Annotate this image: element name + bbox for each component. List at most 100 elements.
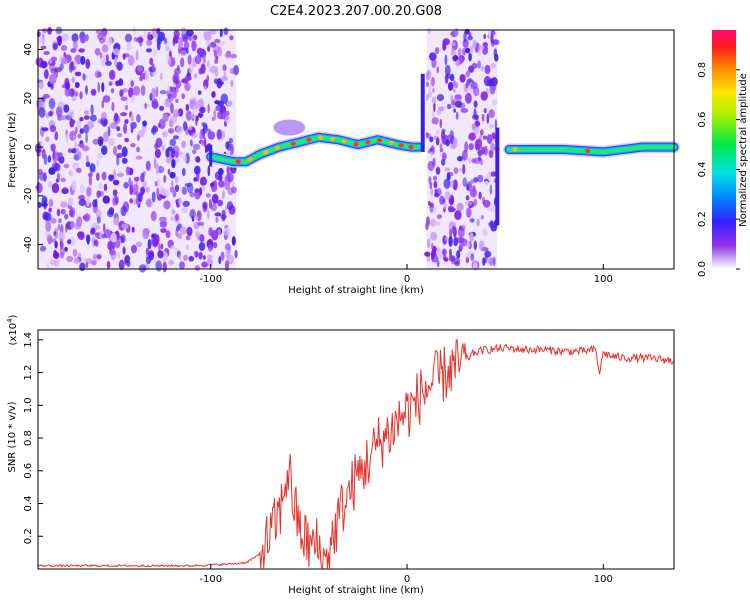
noise-blob [112,195,119,206]
snr-plot: -100 0 100 0.2 0.4 0.6 0.8 1.0 1.2 1.4 Height of … [6,314,675,596]
noise-blob [220,76,228,81]
noise-blob [110,122,118,130]
noise-blob [121,157,128,164]
noise-blob [48,167,56,175]
noise-blob [444,237,449,242]
noise-blob [449,248,452,258]
noise-blob [173,135,179,140]
noise-blob [99,52,103,59]
signal-hotspot [585,148,591,154]
noise-blob [130,94,135,104]
noise-blob [97,152,103,160]
noise-blob [90,227,96,234]
noise-blob [199,98,204,109]
noise-blob [48,111,53,117]
noise-blob [132,85,141,96]
noise-blob [92,138,100,145]
noise-blob [194,188,200,193]
noise-blob [145,247,150,255]
noise-blob [142,120,148,127]
noise-blob [162,261,167,273]
noise-blob [470,45,474,54]
snr-y-tick-label: 1.4 [23,332,34,348]
noise-blob [186,29,194,37]
noise-blob [471,158,477,164]
noise-blob [460,108,469,113]
noise-blob [51,182,60,194]
noise-blob [193,34,198,40]
noise-blob [130,125,134,134]
noise-blob [50,56,58,62]
noise-blob [223,27,229,36]
noise-blob [48,199,54,208]
spectrogram-x-label: Height of straight line (km) [288,285,424,296]
noise-blob [44,69,49,80]
noise-blob [211,230,219,241]
noise-blob [139,37,143,47]
noise-blob [63,163,70,169]
noise-blob [185,103,189,111]
noise-blob [219,28,223,38]
noise-blob [221,190,225,200]
noise-blob [135,241,143,247]
noise-blob [50,217,57,224]
noise-blob [174,150,179,158]
spectrogram-y-tick-label: 20 [23,92,34,105]
noise-blob [58,101,64,109]
noise-blob [94,232,100,238]
noise-blob [108,81,113,86]
noise-blob [231,236,236,246]
noise-blob [101,145,108,155]
noise-blob [453,108,456,113]
noise-blob [199,133,203,140]
noise-blob [52,42,58,50]
noise-blob [199,234,205,243]
noise-blob [47,180,53,188]
noise-blob [181,93,185,100]
noise-blob [168,259,175,266]
noise-blob [132,183,139,193]
noise-blob [84,110,89,115]
snr-y-tick-label: 0.8 [23,430,34,446]
snr-series-line [37,338,675,570]
noise-blob [211,193,219,204]
noise-blob [465,82,469,89]
noise-blob [85,34,89,42]
noise-blob [74,81,80,89]
noise-blob [56,208,61,217]
noise-blob [108,174,114,182]
noise-blob [206,254,213,259]
noise-blob [60,57,69,65]
noise-blob [55,178,59,183]
snr-ticks: -100 0 100 0.2 0.4 0.6 0.8 1.0 1.2 1.4 [23,332,613,585]
noise-blob [195,115,199,122]
noise-blob [157,31,166,42]
noise-blob [214,100,220,105]
noise-blob [452,225,456,234]
noise-blob [116,126,121,132]
noise-blob [444,167,451,172]
noise-blob [478,156,482,162]
noise-blob [47,27,53,35]
noise-blob [425,216,430,227]
noise-blob [159,220,168,228]
noise-blob [40,45,47,50]
noise-blob [430,231,438,241]
noise-blob [482,257,486,266]
colorbar-tick-label: 0.6 [697,112,708,128]
noise-blob [103,32,106,43]
noise-blob [61,33,69,42]
noise-blob [182,167,186,177]
noise-blob [179,261,185,270]
noise-blob [431,245,438,257]
snr-y-tick-label: 0.4 [23,496,34,512]
noise-blob [105,54,109,63]
noise-blob [482,228,488,237]
noise-blob [185,235,191,241]
noise-blob [481,113,485,122]
noise-blob [73,257,80,264]
noise-blob [203,124,208,134]
noise-blob [465,47,471,54]
noise-blob [193,73,198,79]
noise-blob [436,260,440,268]
